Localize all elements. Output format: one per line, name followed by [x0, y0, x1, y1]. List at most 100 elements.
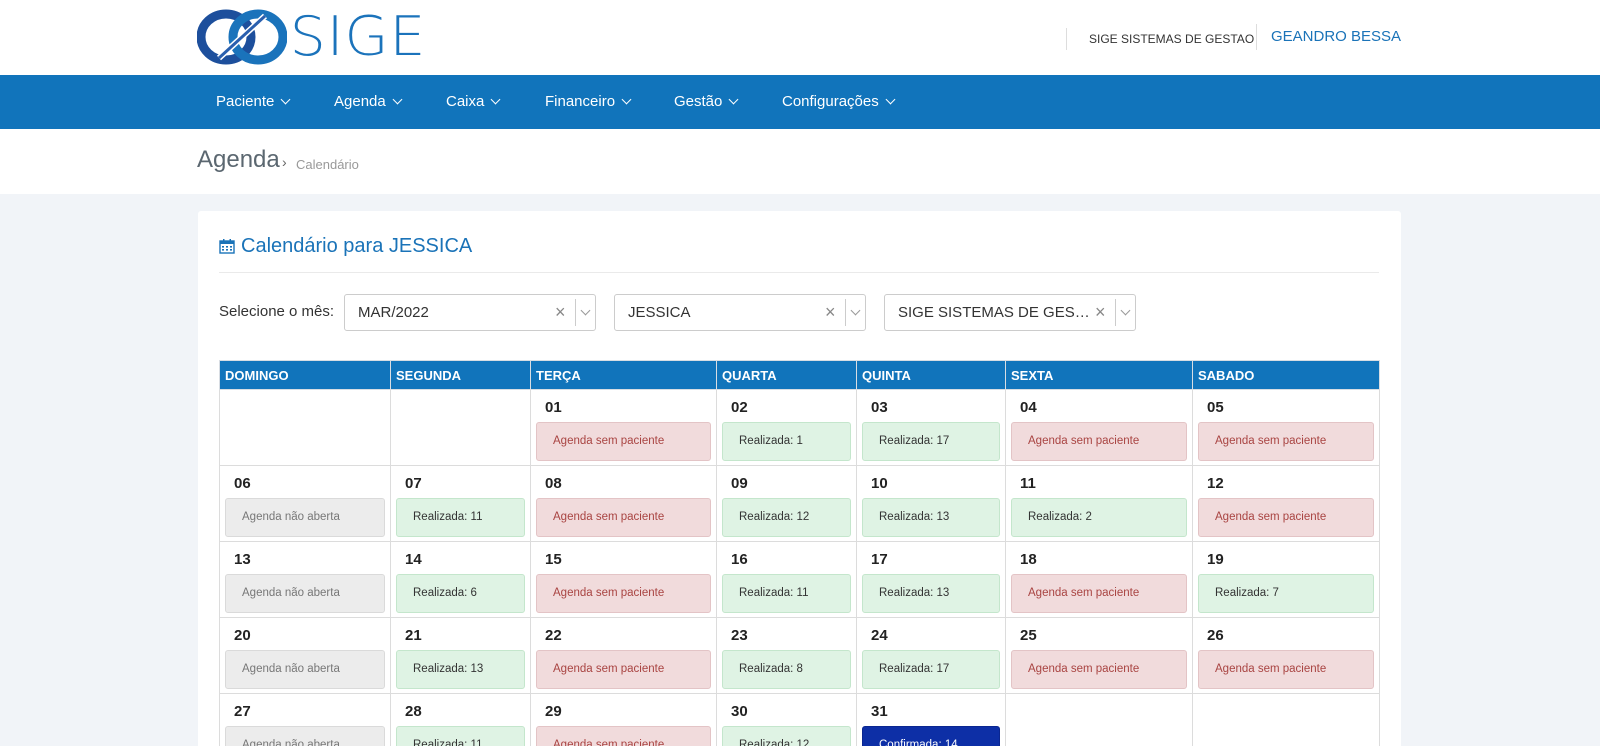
calendar-day-cell[interactable]: 09 Realizada: 12	[716, 465, 857, 542]
calendar-week-row: 01 Agenda sem paciente 02 Realizada: 1 03 Rea…	[219, 389, 1380, 466]
calendar-day-cell[interactable]: 07 Realizada: 11	[390, 465, 531, 542]
day-status-badge[interactable]: Realizada: 13	[862, 574, 1000, 613]
nav-agenda[interactable]: Agenda	[334, 75, 403, 129]
day-status-badge[interactable]: Agenda não aberta	[225, 574, 385, 613]
close-icon[interactable]: ×	[825, 302, 836, 322]
calendar-day-cell[interactable]: 04 Agenda sem paciente	[1005, 389, 1193, 466]
calendar-day-cell[interactable]: 17 Realizada: 13	[856, 541, 1006, 618]
day-status-badge[interactable]: Realizada: 17	[862, 422, 1000, 461]
day-status-badge[interactable]: Agenda sem paciente	[1198, 650, 1374, 689]
calendar-day-cell[interactable]: 06 Agenda não aberta	[219, 465, 391, 542]
nav-configuracoes[interactable]: Configurações	[782, 75, 896, 129]
day-status-badge[interactable]: Agenda sem paciente	[536, 726, 711, 746]
month-label: Selecione o mês:	[219, 303, 335, 320]
chevron-down-icon	[728, 94, 739, 105]
day-number: 09	[731, 475, 748, 492]
day-number: 27	[234, 703, 251, 720]
calendar-day-cell[interactable]: 27 Agenda não aberta	[219, 693, 391, 746]
day-number: 11	[1020, 475, 1036, 492]
calendar-day-cell[interactable]: 23 Realizada: 8	[716, 617, 857, 694]
nav-paciente[interactable]: Paciente	[216, 75, 291, 129]
calendar-empty-cell	[219, 389, 391, 466]
calendar-day-cell[interactable]: 28 Realizada: 11	[390, 693, 531, 746]
day-status-badge[interactable]: Confirmada: 14	[862, 726, 1000, 746]
month-select[interactable]: MAR/2022 ×	[344, 294, 596, 331]
calendar-day-cell[interactable]: 21 Realizada: 13	[390, 617, 531, 694]
day-status-badge[interactable]: Realizada: 13	[862, 498, 1000, 537]
chevron-down-icon[interactable]	[1120, 305, 1131, 316]
day-status-badge[interactable]: Agenda sem paciente	[1011, 422, 1187, 461]
calendar-day-cell[interactable]: 08 Agenda sem paciente	[530, 465, 717, 542]
day-status-badge[interactable]: Realizada: 6	[396, 574, 525, 613]
calendar-day-cell[interactable]: 05 Agenda sem paciente	[1192, 389, 1380, 466]
chevron-down-icon	[490, 94, 501, 105]
top-header: SIGE SIGE SISTEMAS DE GESTAO GEANDRO BES…	[0, 0, 1600, 75]
day-status-badge[interactable]: Realizada: 13	[396, 650, 525, 689]
day-number: 17	[871, 551, 888, 568]
day-status-badge[interactable]: Realizada: 8	[722, 650, 851, 689]
day-status-badge[interactable]: Agenda sem paciente	[536, 650, 711, 689]
day-status-badge[interactable]: Realizada: 12	[722, 726, 851, 746]
day-number: 31	[871, 703, 888, 720]
calendar-day-cell[interactable]: 12 Agenda sem paciente	[1192, 465, 1380, 542]
close-icon[interactable]: ×	[555, 302, 566, 322]
day-number: 03	[871, 399, 888, 416]
day-status-badge[interactable]: Agenda sem paciente	[1011, 650, 1187, 689]
day-status-badge[interactable]: Realizada: 17	[862, 650, 1000, 689]
calendar-day-cell[interactable]: 02 Realizada: 1	[716, 389, 857, 466]
calendar-empty-cell	[1005, 693, 1193, 746]
day-number: 05	[1207, 399, 1224, 416]
company-name[interactable]: SIGE SISTEMAS DE GESTAO	[1066, 28, 1254, 50]
nav-gestao[interactable]: Gestão	[674, 75, 739, 129]
calendar-day-cell[interactable]: 14 Realizada: 6	[390, 541, 531, 618]
calendar-day-cell[interactable]: 11 Realizada: 2	[1005, 465, 1193, 542]
calendar-day-cell[interactable]: 24 Realizada: 17	[856, 617, 1006, 694]
calendar-day-cell[interactable]: 25 Agenda sem paciente	[1005, 617, 1193, 694]
calendar-day-cell[interactable]: 20 Agenda não aberta	[219, 617, 391, 694]
day-status-badge[interactable]: Agenda não aberta	[225, 650, 385, 689]
user-name[interactable]: GEANDRO BESSA	[1256, 24, 1401, 50]
day-status-badge[interactable]: Agenda sem paciente	[536, 574, 711, 613]
day-number: 07	[405, 475, 422, 492]
day-status-badge[interactable]: Agenda sem paciente	[1011, 574, 1187, 613]
calendar-day-cell[interactable]: 16 Realizada: 11	[716, 541, 857, 618]
calendar-day-cell[interactable]: 15 Agenda sem paciente	[530, 541, 717, 618]
calendar-day-cell[interactable]: 29 Agenda sem paciente	[530, 693, 717, 746]
day-status-badge[interactable]: Realizada: 7	[1198, 574, 1374, 613]
day-status-badge[interactable]: Realizada: 11	[722, 574, 851, 613]
day-number: 12	[1207, 475, 1224, 492]
calendar-day-cell[interactable]: 19 Realizada: 7	[1192, 541, 1380, 618]
calendar-day-cell[interactable]: 30 Realizada: 12	[716, 693, 857, 746]
sige-logo[interactable]: SIGE	[197, 8, 425, 66]
company-select[interactable]: SIGE SISTEMAS DE GESTAO ×	[884, 294, 1136, 331]
day-status-badge[interactable]: Agenda sem paciente	[536, 498, 711, 537]
nav-financeiro[interactable]: Financeiro	[545, 75, 632, 129]
calendar-day-cell[interactable]: 26 Agenda sem paciente	[1192, 617, 1380, 694]
close-icon[interactable]: ×	[1095, 302, 1106, 322]
day-status-badge[interactable]: Agenda não aberta	[225, 498, 385, 537]
chevron-down-icon[interactable]	[580, 305, 591, 316]
calendar-day-cell[interactable]: 13 Agenda não aberta	[219, 541, 391, 618]
day-status-badge[interactable]: Realizada: 2	[1011, 498, 1187, 537]
calendar-day-cell[interactable]: 10 Realizada: 13	[856, 465, 1006, 542]
day-status-badge[interactable]: Realizada: 12	[722, 498, 851, 537]
calendar-day-cell[interactable]: 03 Realizada: 17	[856, 389, 1006, 466]
calendar-day-cell[interactable]: 18 Agenda sem paciente	[1005, 541, 1193, 618]
calendar-day-cell[interactable]: 31 Confirmada: 14	[856, 693, 1006, 746]
card-title: Calendário para JESSICA	[219, 231, 472, 261]
day-status-badge[interactable]: Realizada: 1	[722, 422, 851, 461]
weekday-header: TERÇA	[530, 360, 717, 390]
day-status-badge[interactable]: Realizada: 11	[396, 726, 525, 746]
day-status-badge[interactable]: Agenda sem paciente	[1198, 422, 1374, 461]
day-status-badge[interactable]: Agenda não aberta	[225, 726, 385, 746]
logo-text: SIGE	[289, 5, 427, 68]
day-status-badge[interactable]: Agenda sem paciente	[1198, 498, 1374, 537]
calendar-day-cell[interactable]: 01 Agenda sem paciente	[530, 389, 717, 466]
nav-caixa[interactable]: Caixa	[446, 75, 501, 129]
professional-select[interactable]: JESSICA ×	[614, 294, 866, 331]
day-status-badge[interactable]: Realizada: 11	[396, 498, 525, 537]
day-status-badge[interactable]: Agenda sem paciente	[536, 422, 711, 461]
chevron-down-icon[interactable]	[850, 305, 861, 316]
calendar-day-cell[interactable]: 22 Agenda sem paciente	[530, 617, 717, 694]
day-number: 13	[234, 551, 251, 568]
